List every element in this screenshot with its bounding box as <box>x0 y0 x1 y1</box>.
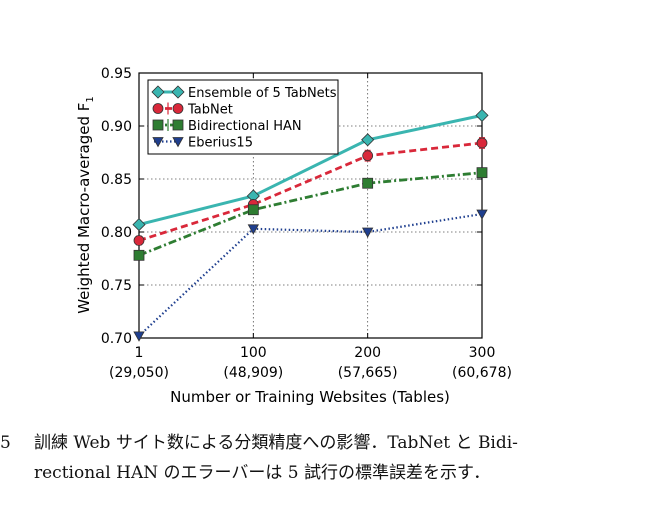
legend-label: Ensemble of 5 TabNets <box>188 86 337 101</box>
data-point <box>152 137 164 148</box>
y-axis-label-main: Weighted Macro-averaged F <box>75 103 93 314</box>
data-point <box>133 249 145 261</box>
x-axis-ticks: 1 (29,050) 100 (48,909) 200 (57,665) 300 (60,67… <box>109 73 512 381</box>
legend-entry: Ensemble of 5 TabNets <box>151 85 337 101</box>
caption-line-2: rectional HAN のエラーバーは 5 試行の標準誤差を示す． <box>34 463 491 483</box>
legend-entry: Bidirectional HAN <box>152 119 302 134</box>
legend-label: Eberius15 <box>188 136 253 151</box>
data-point <box>361 133 375 147</box>
y-tick-label: 0.85 <box>101 172 132 188</box>
series-group <box>132 108 489 342</box>
data-point <box>133 235 145 246</box>
caption-number: 5 <box>0 433 11 453</box>
series-tabnet <box>133 137 488 246</box>
y-tick-label: 0.90 <box>101 119 132 135</box>
y-axis-label-subscript: 1 <box>85 96 96 102</box>
data-point <box>151 85 165 99</box>
y-tick-label: 0.95 <box>101 66 132 82</box>
series-line <box>138 141 483 242</box>
series-eberius15 <box>133 209 488 342</box>
x-tick-label: 200 <box>354 345 381 361</box>
data-point <box>152 103 164 114</box>
plot-frame <box>138 72 483 339</box>
data-point <box>171 85 185 99</box>
data-point <box>152 119 164 131</box>
data-point <box>476 209 488 220</box>
y-tick-label: 0.70 <box>101 331 132 347</box>
data-point <box>133 331 145 342</box>
legend-label: TabNet <box>187 103 233 118</box>
y-tick-label: 0.75 <box>101 278 132 294</box>
data-point <box>475 108 489 122</box>
chart-figure: 0.70 0.75 0.80 0.85 0.90 0.95 1 (29,050) 100 (48… <box>75 66 512 406</box>
caption-line-1: 訓練 Web サイト数による分類精度への影響．TabNet と Bidi- <box>34 433 518 453</box>
series-line <box>138 212 483 337</box>
series-bidirectional-han <box>133 167 488 261</box>
x-tick-label: 100 <box>240 345 267 361</box>
legend-label: Bidirectional HAN <box>188 119 302 134</box>
legend-entry: TabNet <box>152 102 233 118</box>
data-point <box>247 224 260 235</box>
data-point <box>172 119 184 131</box>
data-point <box>362 150 374 162</box>
data-point <box>247 204 259 216</box>
legend-entry: Eberius15 <box>152 136 253 151</box>
y-axis-ticks: 0.70 0.75 0.80 0.85 0.90 0.95 <box>101 66 482 347</box>
data-point <box>362 177 374 189</box>
x-axis-label: Number or Training Websites (Tables) <box>170 388 450 406</box>
x-tick-label: 300 <box>469 345 496 361</box>
data-point <box>132 218 146 232</box>
data-point <box>361 227 374 238</box>
y-tick-label: 0.80 <box>101 225 132 241</box>
data-point <box>476 167 488 179</box>
series-ensemble-of-5-tabnets <box>132 108 489 232</box>
series-line <box>138 113 483 227</box>
data-point <box>172 137 184 148</box>
data-point <box>172 103 184 114</box>
x-tick-label: 1 <box>135 345 144 361</box>
series-line <box>138 171 483 257</box>
x-tick-sublabel: (48,909) <box>223 365 283 381</box>
x-tick-sublabel: (29,050) <box>109 365 169 381</box>
y-axis-label: Weighted Macro-averaged F1 <box>75 96 96 314</box>
x-tick-sublabel: (57,665) <box>338 365 398 381</box>
legend: Ensemble of 5 TabNets TabNetBidirectional… <box>147 79 339 155</box>
x-tick-sublabel: (60,678) <box>452 365 512 381</box>
data-point <box>476 137 488 149</box>
